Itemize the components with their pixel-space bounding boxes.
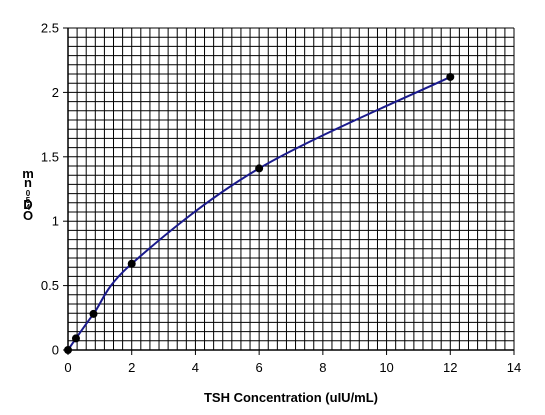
y-tick-label: 1.5: [41, 149, 59, 164]
data-point: [89, 309, 98, 318]
x-tick-label: 2: [128, 360, 135, 375]
x-tick-label: 4: [192, 360, 199, 375]
y-tick-label: 0: [52, 343, 59, 358]
data-point: [71, 334, 80, 343]
x-axis-title: TSH Concentration (uIU/mL): [204, 390, 378, 405]
x-tick-label: 12: [443, 360, 457, 375]
x-tick-label: 6: [256, 360, 263, 375]
data-point: [255, 164, 264, 173]
y-axis-title-char: O: [23, 208, 33, 223]
data-point: [127, 259, 136, 268]
grid: [67, 27, 515, 351]
y-axis-title-char: 5: [26, 196, 31, 205]
y-tick-label: 0.5: [41, 278, 59, 293]
y-axis-title-char: 0: [26, 189, 31, 198]
axes: [67, 28, 514, 351]
series: [64, 72, 455, 354]
y-tick-label: 1: [52, 214, 59, 229]
data-point: [446, 72, 455, 81]
y-tick-labels: 0 0.5 1 1.5 2 2.5: [41, 21, 68, 358]
x-tick-labels: 0 2 4 6 8 10 12 14: [64, 350, 521, 375]
x-tick-label: 14: [507, 360, 521, 375]
x-tick-label: 0: [64, 360, 71, 375]
y-axis-title-char: D: [23, 197, 32, 212]
y-axis-title-char: n: [24, 175, 32, 190]
x-tick-label: 10: [379, 360, 393, 375]
x-tick-label: 8: [319, 360, 326, 375]
y-tick-label: 2: [52, 85, 59, 100]
data-point: [64, 346, 72, 354]
y-axis-title-char: m: [22, 166, 34, 181]
y-axis-title-char: 4: [26, 203, 31, 212]
y-tick-label: 2.5: [41, 21, 59, 36]
